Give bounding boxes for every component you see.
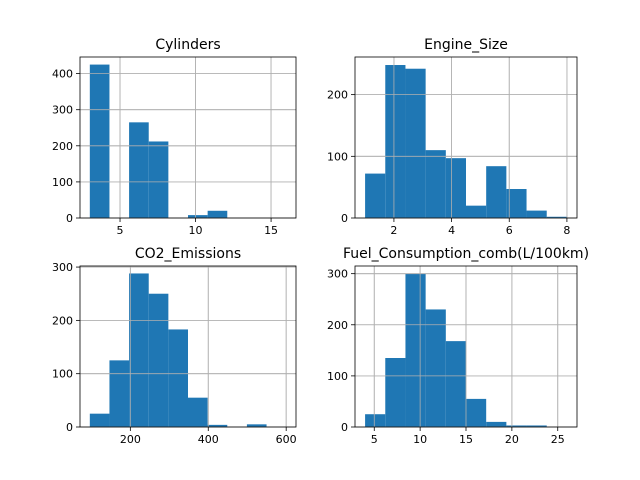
histogram-bar bbox=[365, 173, 386, 218]
y-tick-label: 0 bbox=[341, 212, 348, 225]
y-tick-label: 100 bbox=[327, 150, 348, 163]
histogram-bar bbox=[365, 414, 386, 427]
histogram-bar bbox=[546, 216, 567, 218]
histogram-bar bbox=[385, 358, 406, 427]
subplot-4: 5 10 15 20 25 0 100 200 300 Fuel_Consumption_comb… bbox=[327, 246, 589, 446]
y-tick-label: 100 bbox=[327, 370, 348, 383]
subplot-title: CO2_Emissions bbox=[135, 246, 241, 262]
histogram-bar bbox=[385, 65, 406, 218]
x-tick-label: 2 bbox=[390, 224, 397, 237]
histogram-bar bbox=[466, 205, 487, 218]
histogram-bar bbox=[246, 424, 267, 427]
histogram-bar bbox=[425, 150, 446, 218]
x-tick-label: 15 bbox=[264, 224, 278, 237]
y-tick-label: 100 bbox=[52, 176, 73, 189]
x-tick-label: 4 bbox=[448, 224, 455, 237]
y-tick-label: 400 bbox=[52, 68, 73, 81]
y-tick-label: 0 bbox=[66, 212, 73, 225]
y-tick-label: 300 bbox=[327, 268, 348, 281]
histogram-bar bbox=[445, 158, 466, 218]
x-tick-label: 5 bbox=[371, 433, 378, 446]
histogram-bar bbox=[188, 397, 208, 427]
histogram-bar bbox=[168, 329, 188, 427]
histogram-bar bbox=[89, 64, 110, 218]
histogram-bar bbox=[405, 68, 426, 218]
subplot-title: Fuel_Consumption_comb(L/100km) bbox=[343, 246, 589, 262]
histogram-bar bbox=[486, 166, 507, 218]
y-tick-label: 100 bbox=[52, 368, 73, 381]
subplot-1: 5 10 15 0 100 200 300 400 Cylinders bbox=[52, 37, 297, 237]
subplot-title: Cylinders bbox=[155, 37, 220, 53]
histogram-bar bbox=[109, 360, 130, 427]
histogram-bar bbox=[526, 425, 547, 427]
histogram-bar bbox=[486, 421, 507, 427]
y-tick-label: 0 bbox=[66, 421, 73, 434]
histogram-bar bbox=[506, 189, 527, 218]
x-tick-label: 25 bbox=[551, 433, 565, 446]
x-tick-label: 200 bbox=[120, 433, 141, 446]
histogram-bar bbox=[129, 273, 149, 427]
histogram-bar bbox=[445, 341, 466, 427]
y-tick-label: 200 bbox=[327, 319, 348, 332]
histogram-bar bbox=[148, 293, 169, 427]
x-tick-label: 8 bbox=[563, 224, 570, 237]
subplot-2: 2 4 6 8 0 100 200 Engine_Size bbox=[327, 37, 578, 237]
x-tick-label: 10 bbox=[413, 433, 427, 446]
y-tick-label: 200 bbox=[52, 140, 73, 153]
x-tick-label: 6 bbox=[506, 224, 513, 237]
y-tick-label: 0 bbox=[341, 421, 348, 434]
y-tick-label: 200 bbox=[52, 314, 73, 327]
histogram-bar bbox=[466, 398, 487, 427]
y-tick-label: 300 bbox=[52, 261, 73, 274]
x-tick-label: 20 bbox=[505, 433, 519, 446]
histogram-bar bbox=[129, 122, 149, 218]
histogram-bar bbox=[89, 413, 110, 427]
y-tick-label: 300 bbox=[52, 104, 73, 117]
histogram-bar bbox=[526, 210, 547, 218]
y-tick-label: 200 bbox=[327, 89, 348, 102]
x-tick-label: 5 bbox=[117, 224, 124, 237]
x-tick-label: 10 bbox=[189, 224, 203, 237]
subplot-3: 200 400 600 0 100 200 300 CO2_Emissions bbox=[52, 246, 297, 446]
x-tick-label: 600 bbox=[276, 433, 297, 446]
axes-frame bbox=[79, 265, 297, 428]
axes-frame bbox=[79, 56, 297, 219]
histogram-bar bbox=[405, 273, 426, 427]
axes-frame bbox=[354, 56, 578, 219]
x-tick-label: 15 bbox=[459, 433, 473, 446]
x-tick-label: 400 bbox=[198, 433, 219, 446]
histogram-bar bbox=[207, 210, 228, 218]
histogram-bar bbox=[188, 215, 208, 218]
histogram-bar bbox=[207, 424, 228, 427]
histogram-bar bbox=[425, 309, 446, 427]
subplot-title: Engine_Size bbox=[424, 37, 508, 53]
histogram-bar bbox=[148, 141, 169, 218]
histogram-bar bbox=[506, 425, 527, 427]
